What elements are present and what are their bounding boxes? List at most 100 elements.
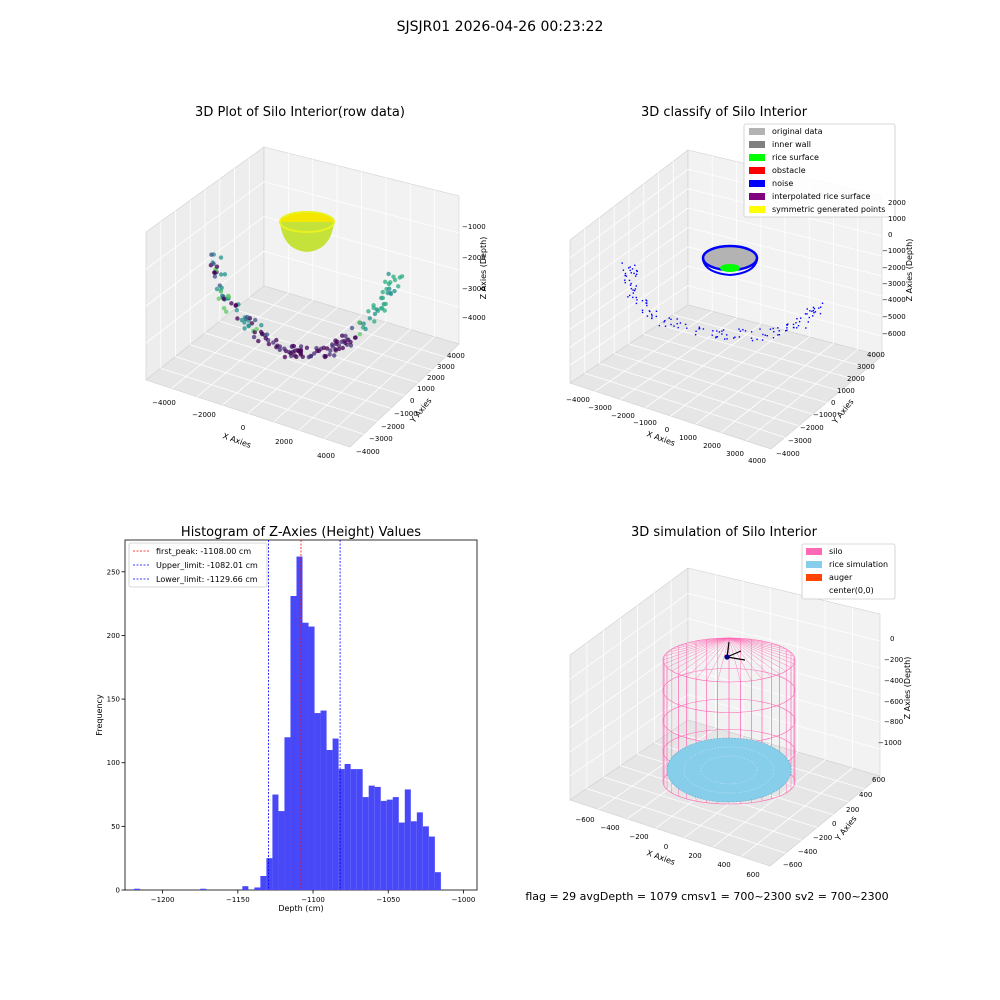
- raw-point: [380, 306, 385, 311]
- classify-plot-x-ticks: −4000 −3000 −2000 −1000 0 1000 2000 3000…: [566, 396, 766, 465]
- raw-point: [336, 343, 342, 348]
- noise-point: [628, 267, 630, 269]
- classify-y-tick: −1000: [813, 411, 837, 419]
- histogram-bar: [200, 888, 207, 890]
- classify-y-tick: −4000: [776, 450, 800, 458]
- raw-point: [259, 323, 264, 328]
- classify-y-tick: 2000: [847, 375, 865, 383]
- noise-point: [711, 334, 713, 336]
- classify-z-tick: 1000: [888, 215, 906, 223]
- raw-point: [333, 338, 338, 343]
- noise-point: [716, 336, 719, 338]
- histogram-bars: [134, 556, 441, 890]
- legend-swatch-symmetric: [749, 206, 765, 213]
- raw-point: [386, 281, 392, 287]
- raw-point: [349, 325, 355, 331]
- raw-point: [383, 301, 388, 307]
- classify-x-tick: −2000: [611, 412, 635, 420]
- sim-z-tick: −800: [884, 718, 903, 726]
- noise-point: [629, 266, 631, 268]
- raw-point: [253, 317, 258, 323]
- histogram-bar: [314, 713, 321, 890]
- raw-plot-points: [208, 252, 405, 360]
- raw-point: [343, 340, 348, 346]
- simulation-auger: [724, 641, 746, 661]
- histogram-bar: [350, 769, 357, 890]
- noise-point: [820, 306, 822, 308]
- histogram-bar: [392, 797, 399, 890]
- classify-x-tick: −4000: [566, 396, 590, 404]
- sim-z-tick: 0: [890, 635, 894, 643]
- histogram-bar: [398, 822, 405, 890]
- noise-point: [726, 338, 728, 340]
- raw-y-tick: −2000: [381, 423, 405, 431]
- noise-point: [651, 317, 653, 320]
- raw-y-tick: 3000: [437, 363, 455, 371]
- noise-point: [744, 330, 747, 332]
- sim-y-label: Y Axies: [833, 814, 859, 843]
- raw-plot-x-ticks: −4000 −2000 0 2000 4000: [152, 399, 335, 460]
- noise-point: [786, 324, 788, 326]
- legend-swatch-obstacle: [749, 167, 765, 174]
- raw-point: [234, 308, 239, 313]
- histogram-bar: [374, 786, 381, 890]
- histogram-legend: first_peak: -1108.00 cm Upper_limit: -10…: [128, 542, 268, 588]
- raw-point: [392, 277, 398, 283]
- classify-z-tick: −5000: [882, 313, 906, 321]
- noise-point: [793, 326, 795, 329]
- noise-point: [811, 310, 813, 312]
- noise-point: [786, 329, 788, 331]
- noise-point: [641, 309, 644, 311]
- raw-x-tick: 2000: [275, 438, 293, 446]
- raw-point: [221, 296, 227, 302]
- raw-point: [387, 286, 392, 291]
- raw-point: [226, 293, 231, 298]
- histogram-y-tick-label: 150: [107, 696, 120, 704]
- classify-plot-silo-top: [701, 244, 759, 277]
- noise-point: [777, 327, 779, 329]
- histogram-bar: [410, 821, 417, 890]
- histogram-x-tick-label: −1050: [376, 896, 400, 904]
- sim-x-tick: 0: [664, 843, 668, 851]
- raw-point: [222, 272, 228, 277]
- noise-point: [769, 328, 772, 330]
- histogram-y-ticks: 0 50 100 150 200 250: [107, 568, 125, 895]
- raw-point: [327, 352, 332, 357]
- sim-y-tick: 600: [872, 776, 885, 784]
- noise-point: [651, 315, 653, 317]
- classify-x-tick: 1000: [679, 434, 697, 442]
- noise-point: [797, 325, 800, 327]
- classify-y-tick: −3000: [788, 437, 812, 445]
- noise-point: [670, 323, 672, 326]
- raw-point: [399, 274, 405, 279]
- classify-plot-title: 3D classify of Silo Interior: [641, 105, 808, 120]
- histogram-bar: [416, 812, 423, 890]
- raw-z-tick: −1000: [462, 223, 486, 231]
- sim-y-tick: −400: [798, 848, 817, 856]
- noise-point: [721, 330, 723, 332]
- legend-upper-limit: Upper_limit: -1082.01 cm: [156, 561, 258, 570]
- noise-point: [658, 324, 661, 327]
- noise-point: [624, 281, 626, 284]
- noise-point: [778, 330, 780, 332]
- noise-point: [795, 322, 797, 324]
- raw-plot-y-ticks: −4000 −3000 −2000 −1000 0 1000 2000 3000…: [356, 352, 465, 456]
- noise-point: [772, 337, 775, 339]
- noise-point: [796, 327, 798, 329]
- sim-y-tick: −200: [813, 834, 832, 842]
- noise-point: [646, 315, 649, 317]
- classify-z-tick: −4000: [882, 296, 906, 304]
- noise-point: [777, 334, 779, 336]
- raw-point: [258, 329, 264, 335]
- noise-point: [632, 296, 634, 299]
- noise-point: [649, 310, 651, 313]
- histogram-bar: [434, 872, 441, 890]
- raw-point: [291, 343, 297, 349]
- noise-point: [625, 275, 628, 277]
- noise-point: [694, 334, 697, 336]
- histogram-bar: [422, 826, 429, 890]
- raw-point: [245, 315, 250, 320]
- noise-point: [734, 336, 736, 338]
- noise-point: [813, 312, 815, 314]
